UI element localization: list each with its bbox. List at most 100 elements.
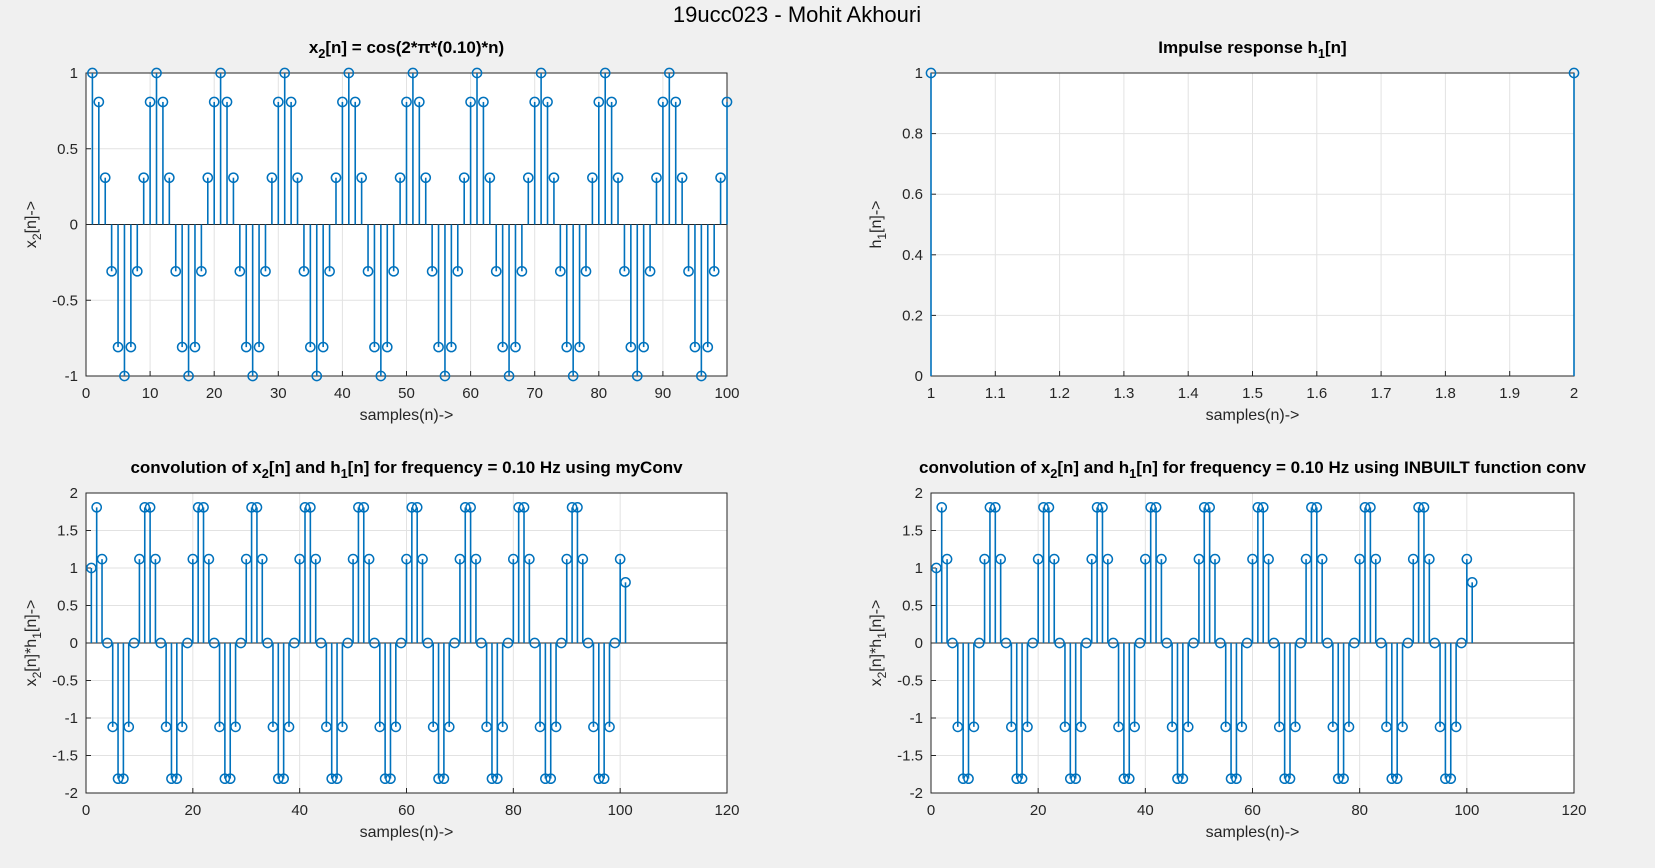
stem-marker [202, 172, 214, 184]
stem-marker [151, 67, 162, 79]
stem-marker [1423, 553, 1435, 565]
stem-marker [438, 773, 450, 785]
x-tick-label: 50 [398, 385, 415, 402]
stem-marker [1016, 773, 1028, 785]
stem-marker [497, 341, 508, 353]
stem-marker [542, 96, 553, 108]
stem-marker [548, 172, 560, 184]
stem-marker [1370, 553, 1382, 565]
stem-marker [317, 341, 329, 353]
x-tick-label: 2 [1570, 385, 1578, 402]
stem-marker [614, 553, 626, 565]
stem-marker [1070, 773, 1082, 785]
stem-marker [285, 96, 297, 108]
stem-marker [587, 172, 598, 184]
stem-marker [385, 773, 396, 785]
stem-marker [228, 172, 239, 184]
stem-marker [503, 370, 515, 382]
y-tick-label: 1 [915, 65, 923, 82]
stem-marker [968, 721, 980, 733]
x-tick-label: 20 [206, 385, 223, 402]
stem-marker [144, 96, 156, 108]
x-tick-label: 100 [608, 802, 633, 819]
stem-marker [331, 773, 343, 785]
chart-myconv-result: 0 20 40 60 80 100 120 -2 -1.5 -1 -0.5 0 0.5 1 1.5 2 conv… [23, 458, 740, 841]
y-tick-label: 1 [915, 560, 923, 577]
chart-impulse-response: 1 1.1 1.2 1.3 1.4 1.5 1.6 1.7 1.8 1.9 2 0 0.2 0.4 0.6 0… [868, 38, 1580, 424]
y-tick-label: 0.5 [57, 141, 78, 158]
x-tick-label: 1.8 [1435, 385, 1456, 402]
stem-marker [631, 370, 643, 382]
chart-title: x2[n] = cos(2*π*(0.10)*n) [309, 38, 504, 61]
stem-marker [1097, 501, 1108, 513]
stem-marker [1022, 721, 1033, 733]
stem-marker [490, 265, 502, 277]
stem-marker [606, 96, 617, 108]
y-tick-label: 1.5 [902, 523, 923, 540]
stem-marker [112, 341, 124, 353]
stem-marker [176, 341, 188, 353]
stem-marker [298, 265, 310, 277]
y-tick-label: 0.5 [902, 598, 923, 615]
stem-marker [715, 172, 726, 184]
stem-marker [283, 721, 295, 733]
stem-marker [163, 172, 175, 184]
stem-marker [369, 341, 380, 353]
x-tick-label: 100 [714, 385, 739, 402]
stem-marker [1075, 721, 1087, 733]
stem-marker [272, 96, 284, 108]
y-axis-label: x2[n]-> [23, 201, 44, 248]
stem-marker [426, 265, 438, 277]
stem-marker [689, 341, 701, 353]
stem-marker [670, 96, 682, 108]
y-tick-label: 0.5 [57, 598, 78, 615]
stem-marker [1129, 721, 1140, 733]
x-tick-label: 1.5 [1242, 385, 1263, 402]
stem-marker [433, 341, 444, 353]
stem-marker [443, 721, 455, 733]
stem-marker [612, 172, 624, 184]
stem-marker [208, 96, 220, 108]
stem-marker [567, 370, 579, 382]
stem-marker [561, 341, 573, 353]
stem-marker [522, 172, 534, 184]
stem-marker [1445, 773, 1457, 785]
y-tick-label: -1 [65, 710, 78, 727]
stem-marker [292, 172, 303, 184]
stem-marker [989, 501, 1001, 513]
stem-marker [535, 67, 547, 79]
stem-marker [1466, 576, 1478, 588]
stem-marker [452, 265, 464, 277]
stem-marker [401, 96, 412, 108]
stem-marker [1461, 553, 1473, 565]
stem-marker [324, 265, 335, 277]
x-tick-label: 40 [291, 802, 308, 819]
stem-marker [349, 96, 361, 108]
stem-marker [439, 370, 451, 382]
stem-marker [663, 67, 675, 79]
x-axis-label: samples(n)-> [1206, 407, 1300, 424]
x-tick-label: 90 [655, 385, 672, 402]
stem-marker [363, 553, 375, 565]
x-tick-label: 120 [1561, 802, 1586, 819]
stem-marker [572, 501, 583, 513]
x-tick-label: 30 [270, 385, 287, 402]
stem-marker [554, 265, 566, 277]
x-tick-label: 1.7 [1371, 385, 1392, 402]
chart-title: convolution of x2[n] and h1[n] for frequ… [130, 458, 683, 481]
stem-marker [375, 370, 387, 382]
y-tick-label: 0 [915, 368, 923, 385]
stem-marker [471, 67, 483, 79]
stem-marker [446, 341, 457, 353]
y-tick-label: -0.5 [52, 292, 78, 309]
stem-marker [478, 96, 489, 108]
y-tick-label: 0 [70, 635, 78, 652]
stem-marker [470, 553, 482, 565]
stem-marker [381, 341, 393, 353]
stem-marker [171, 773, 183, 785]
y-tick-label: 0.2 [902, 307, 923, 324]
stem-marker [176, 721, 188, 733]
stem-marker [458, 172, 470, 184]
stem-marker [484, 172, 496, 184]
y-tick-label: -2 [910, 785, 923, 802]
